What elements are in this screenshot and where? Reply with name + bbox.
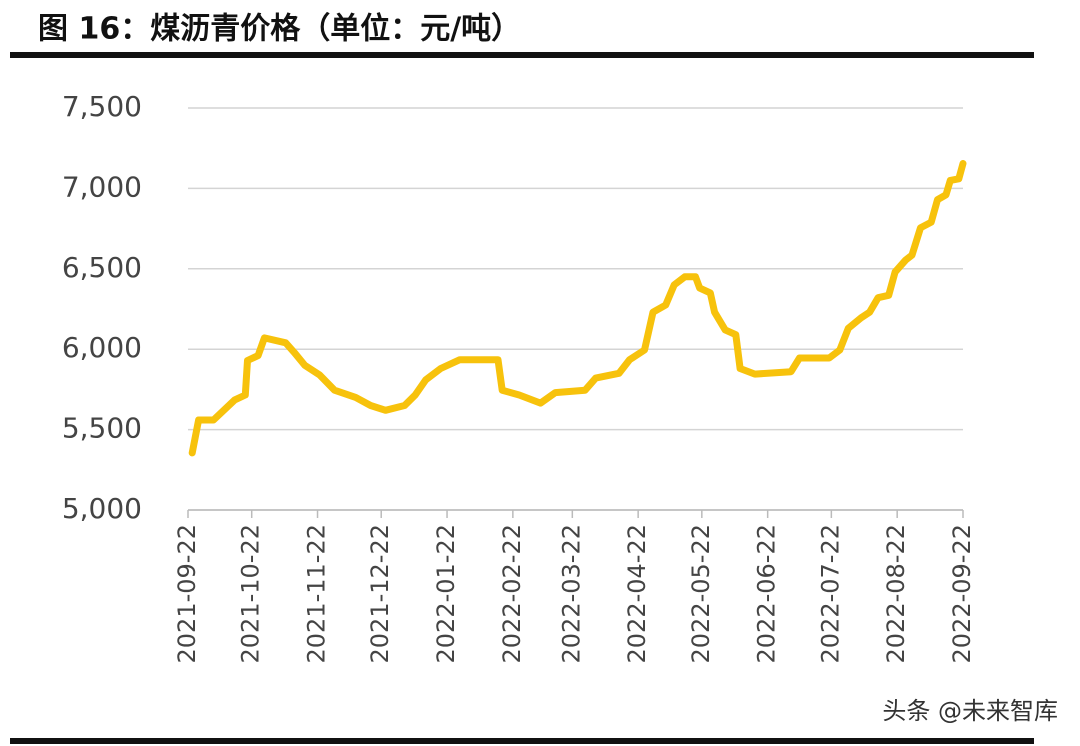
y-tick-label: 6,000 (62, 331, 142, 364)
x-tick-label: 2022-09-22 (948, 524, 976, 663)
y-tick-label: 7,500 (62, 90, 142, 123)
x-tick-label: 2022-07-22 (816, 524, 844, 663)
price-line (188, 160, 967, 457)
x-tick-label: 2021-11-22 (303, 524, 331, 663)
y-tick-label: 6,500 (62, 251, 142, 284)
x-tick-label: 2022-08-22 (882, 524, 910, 663)
x-tick-label: 2022-05-22 (687, 524, 715, 663)
x-tick-label: 2021-12-22 (366, 524, 394, 663)
watermark: 头条 @未来智库 (882, 697, 1058, 725)
title-rule (10, 52, 1034, 58)
x-tick-label: 2022-06-22 (753, 524, 781, 663)
x-tick-label: 2022-03-22 (557, 524, 585, 663)
x-tick-label: 2021-10-22 (237, 524, 265, 663)
bottom-rule (10, 738, 1034, 744)
x-tick-label: 2021-09-22 (173, 524, 201, 663)
y-tick-label: 7,000 (62, 170, 142, 203)
y-tick-label: 5,500 (62, 412, 142, 445)
x-tick-label: 2022-02-22 (498, 524, 526, 663)
x-tick-label: 2022-01-22 (432, 524, 460, 663)
chart-title: 图 16：煤沥青价格（单位：元/吨） (38, 12, 521, 47)
y-tick-label: 5,000 (62, 492, 142, 525)
x-tick-label: 2022-04-22 (623, 524, 651, 663)
